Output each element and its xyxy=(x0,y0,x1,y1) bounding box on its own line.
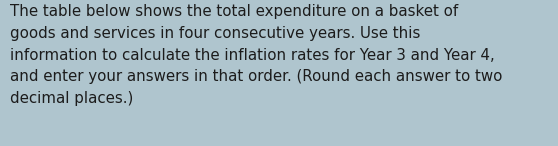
Text: The table below shows the total expenditure on a basket of
goods and services in: The table below shows the total expendit… xyxy=(10,4,502,106)
